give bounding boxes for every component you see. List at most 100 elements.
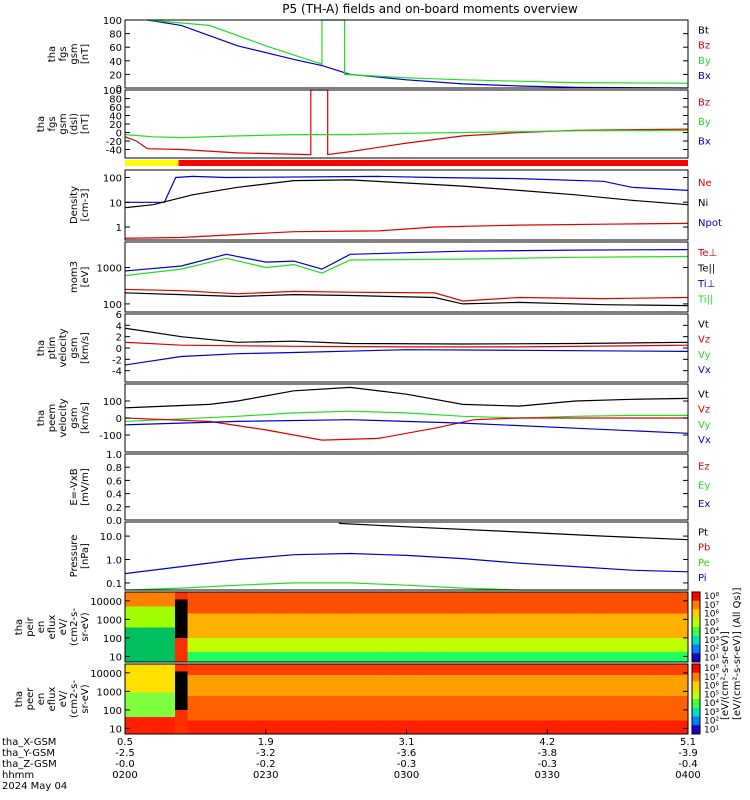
heatmap-cell bbox=[556, 692, 564, 696]
heatmap-cell bbox=[237, 709, 245, 714]
heatmap-cell bbox=[662, 644, 670, 649]
heatmap-cell bbox=[456, 723, 464, 728]
heatmap-cell bbox=[200, 667, 207, 672]
heatmap-cell bbox=[131, 592, 139, 596]
heatmap-cell bbox=[494, 671, 501, 675]
heatmap-cell bbox=[544, 599, 551, 603]
heatmap-cell bbox=[606, 702, 614, 707]
heatmap-cell bbox=[275, 609, 282, 614]
heatmap-cell bbox=[256, 667, 264, 672]
heatmap-cell bbox=[281, 720, 289, 724]
heatmap-cell bbox=[356, 634, 364, 638]
heatmap-cell bbox=[456, 692, 464, 696]
heatmap-cell bbox=[381, 627, 389, 631]
heatmap-cell bbox=[456, 641, 464, 645]
heatmap-cell bbox=[387, 716, 395, 721]
heatmap-cell bbox=[225, 658, 232, 663]
heatmap-cell bbox=[150, 627, 157, 631]
series-vz-line bbox=[124, 341, 689, 348]
heatmap-cell bbox=[475, 667, 483, 672]
heatmap-cell bbox=[368, 671, 376, 675]
heatmap-cell bbox=[243, 706, 251, 710]
heatmap-cell bbox=[375, 606, 382, 610]
heatmap-cell bbox=[419, 723, 426, 728]
heatmap-cell bbox=[656, 637, 664, 642]
heatmap-cell bbox=[656, 644, 664, 649]
heatmap-cell bbox=[137, 716, 145, 721]
heatmap-cell bbox=[306, 706, 314, 710]
heatmap-cell bbox=[350, 678, 357, 682]
heatmap-cell bbox=[131, 664, 139, 668]
heatmap-cell bbox=[681, 727, 689, 731]
heatmap-cell bbox=[481, 685, 489, 689]
x-row-value: -3.6 bbox=[397, 748, 417, 759]
heatmap-cell bbox=[337, 699, 345, 703]
heatmap-cell bbox=[393, 630, 401, 635]
heatmap-cell bbox=[318, 727, 326, 731]
y-axis-label: E=-VxB bbox=[69, 468, 80, 505]
heatmap-cell bbox=[143, 609, 151, 614]
heatmap-cell bbox=[506, 602, 514, 607]
heatmap-cell bbox=[581, 620, 589, 624]
heatmap-cell bbox=[675, 716, 683, 721]
heatmap-cell bbox=[343, 685, 351, 689]
heatmap-cell bbox=[456, 648, 464, 652]
heatmap-cell bbox=[381, 702, 389, 707]
heatmap-cell bbox=[393, 620, 401, 624]
heatmap-cell bbox=[506, 688, 514, 693]
heatmap-cell bbox=[581, 685, 589, 689]
heatmap-cell bbox=[494, 641, 501, 645]
heatmap-cell bbox=[469, 702, 476, 707]
heatmap-cell bbox=[362, 644, 370, 649]
heatmap-cell bbox=[331, 692, 339, 696]
heatmap-cell bbox=[525, 641, 533, 645]
heatmap-cell bbox=[656, 664, 664, 668]
heatmap-cell bbox=[256, 730, 264, 735]
heatmap-cell bbox=[368, 613, 376, 617]
heatmap-cell bbox=[512, 644, 520, 649]
heatmap-cell bbox=[262, 609, 270, 614]
heatmap-cell bbox=[306, 678, 314, 682]
heatmap-cell bbox=[218, 658, 226, 663]
heatmap-cell bbox=[594, 592, 601, 596]
heatmap-cell bbox=[612, 658, 620, 663]
heatmap-cell bbox=[675, 606, 683, 610]
heatmap-cell bbox=[425, 630, 433, 635]
heatmap-cell bbox=[637, 658, 645, 663]
heatmap-cell bbox=[500, 671, 508, 675]
heatmap-cell bbox=[356, 716, 364, 721]
heatmap-cell bbox=[175, 727, 182, 731]
heatmap-cell bbox=[550, 599, 558, 603]
heatmap-cell bbox=[456, 602, 464, 607]
heatmap-cell bbox=[494, 699, 501, 703]
heatmap-cell bbox=[537, 713, 545, 717]
heatmap-cell bbox=[575, 627, 583, 631]
heatmap-cell bbox=[506, 620, 514, 624]
heatmap-cell bbox=[156, 727, 164, 731]
heatmap-cell bbox=[519, 664, 526, 668]
heatmap-cell bbox=[156, 630, 164, 635]
heatmap-cell bbox=[481, 595, 489, 600]
heatmap-cell bbox=[406, 706, 414, 710]
heatmap-cell bbox=[600, 634, 608, 638]
heatmap-cell bbox=[225, 713, 232, 717]
legend-bx: Bx bbox=[698, 71, 711, 82]
heatmap-cell bbox=[600, 613, 608, 617]
heatmap-cell bbox=[350, 613, 357, 617]
heatmap-cell bbox=[462, 595, 470, 600]
heatmap-cell bbox=[387, 595, 395, 600]
heatmap-cell bbox=[481, 730, 489, 735]
heatmap-cell bbox=[225, 702, 232, 707]
heatmap-cell bbox=[475, 685, 483, 689]
heatmap-cell bbox=[675, 658, 683, 663]
heatmap-cell bbox=[350, 699, 357, 703]
heatmap-cell bbox=[131, 623, 139, 628]
heatmap-cell bbox=[206, 634, 214, 638]
heatmap-cell bbox=[281, 592, 289, 596]
heatmap-cell bbox=[419, 664, 426, 668]
heatmap-cell bbox=[675, 713, 683, 717]
heatmap-cell bbox=[631, 716, 639, 721]
colorbar-tick-label: 10⁸ bbox=[704, 664, 719, 674]
heatmap-cell bbox=[393, 692, 401, 696]
heatmap-cell bbox=[500, 592, 508, 596]
